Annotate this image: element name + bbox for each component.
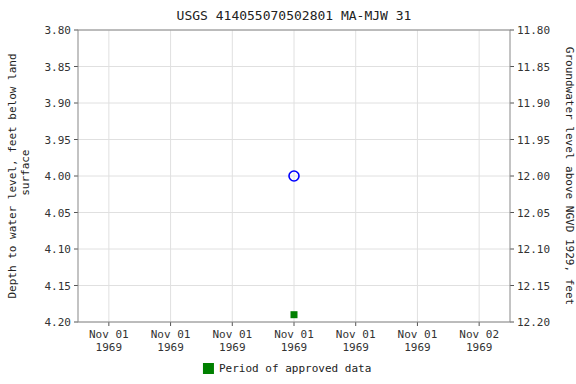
tick — [510, 103, 514, 104]
text-line: Nov 01 — [398, 328, 438, 341]
tick — [479, 322, 480, 326]
grid-line — [170, 30, 171, 322]
y2-tick-label: 12.20 — [517, 316, 550, 329]
grid-line — [355, 30, 356, 322]
y2-tick-label: 11.85 — [517, 61, 550, 74]
plot-frame — [78, 30, 510, 322]
text-line: 1969 — [96, 341, 123, 354]
y2-tick-label: 12.05 — [517, 207, 550, 220]
y-tick-label: 4.20 — [45, 316, 72, 329]
text-line: 1969 — [342, 341, 369, 354]
x-tick-label: Nov 011969 — [151, 328, 191, 354]
tick — [108, 322, 109, 326]
x-tick-label: Nov 011969 — [274, 328, 314, 354]
x-tick-label: Nov 011969 — [398, 328, 438, 354]
grid-line — [108, 30, 109, 322]
chart: 3.80 3.85 3.90 3.95 4.00 4.05 4.10 4.15 4.20 Nov … — [0, 0, 576, 384]
text-line: Nov 01 — [89, 328, 129, 341]
text-line: 1969 — [404, 341, 431, 354]
y-tick-label: 3.80 — [45, 24, 72, 37]
tick — [510, 30, 514, 31]
y-tick-label: 4.10 — [45, 243, 72, 256]
y-axis-label: Depth to water level, feet below land su… — [6, 53, 32, 298]
text-line: surface — [19, 150, 32, 203]
tick — [510, 285, 514, 286]
tick — [510, 212, 514, 213]
y2-tick-label: 12.15 — [517, 280, 550, 293]
y-tick-label: 4.15 — [45, 280, 72, 293]
y2-tick-label: 11.95 — [517, 134, 550, 147]
background — [0, 0, 576, 384]
tick — [74, 212, 78, 213]
tick — [74, 249, 78, 250]
text-line: 1969 — [466, 341, 493, 354]
y-tick-label: 4.00 — [45, 170, 72, 183]
text-line: Nov 01 — [274, 328, 314, 341]
grid-line — [479, 30, 480, 322]
y-tick-label: 4.05 — [45, 207, 72, 220]
tick — [74, 322, 78, 323]
tick — [510, 322, 514, 323]
tick — [170, 322, 171, 326]
tick — [510, 176, 514, 177]
tick — [294, 322, 295, 326]
marks — [289, 171, 299, 318]
circle-point — [289, 171, 299, 181]
y-tick-label: 3.90 — [45, 97, 72, 110]
y2-tick-label: 12.00 — [517, 170, 550, 183]
text-line: 1969 — [281, 341, 308, 354]
text-line: Nov 02 — [459, 328, 499, 341]
text-line: Nov 01 — [151, 328, 191, 341]
grid-line — [417, 30, 418, 322]
tick — [74, 103, 78, 104]
tick — [74, 66, 78, 67]
y-tick-label: 3.85 — [45, 61, 72, 74]
tick — [355, 322, 356, 326]
tick — [74, 176, 78, 177]
legend: Period of approved data — [203, 362, 371, 375]
tick — [232, 322, 233, 326]
x-tick-label: Nov 021969 — [459, 328, 499, 354]
square-point — [291, 311, 298, 318]
tick — [510, 139, 514, 140]
tick — [74, 30, 78, 31]
grid-line — [294, 30, 295, 322]
y2-axis-label: Groundwater level above NGVD 1929, feet — [563, 47, 576, 305]
text-line: 1969 — [219, 341, 246, 354]
legend-label: Period of approved data — [219, 362, 371, 375]
y2-tick-label: 11.80 — [517, 24, 550, 37]
tick — [417, 322, 418, 326]
text-line: Depth to water level, feet below land — [6, 53, 19, 298]
grid-line — [232, 30, 233, 322]
tick — [510, 249, 514, 250]
x-tick-label: Nov 011969 — [89, 328, 129, 354]
legend-swatch — [203, 363, 214, 374]
y2-tick-label: 12.10 — [517, 243, 550, 256]
tick — [74, 139, 78, 140]
x-tick-label: Nov 011969 — [212, 328, 252, 354]
text-line: Nov 01 — [212, 328, 252, 341]
tick — [510, 66, 514, 67]
title: USGS 414055070502801 MA-MJW 31 — [177, 8, 412, 23]
y-tick-label: 3.95 — [45, 134, 72, 147]
text-line: Nov 01 — [336, 328, 376, 341]
x-tick-label: Nov 011969 — [336, 328, 376, 354]
text-line: 1969 — [157, 341, 184, 354]
grid — [78, 30, 510, 322]
tick — [74, 285, 78, 286]
y2-tick-label: 11.90 — [517, 97, 550, 110]
